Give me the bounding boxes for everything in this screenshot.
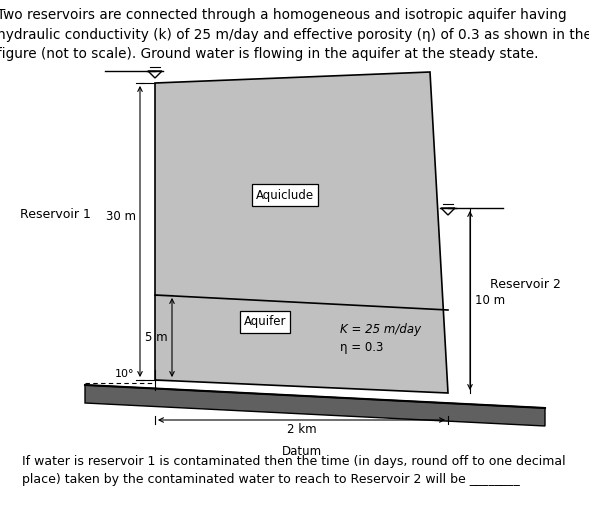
Text: 2 km: 2 km: [287, 423, 316, 436]
Polygon shape: [85, 385, 545, 426]
Text: Aquifer: Aquifer: [244, 315, 286, 329]
Text: 10 m: 10 m: [475, 294, 505, 307]
Text: K = 25 m/day: K = 25 m/day: [340, 323, 421, 337]
Text: 5 m: 5 m: [145, 331, 168, 344]
Text: η = 0.3: η = 0.3: [340, 341, 383, 355]
Text: If water is reservoir 1 is contaminated then the time (in days, round off to one: If water is reservoir 1 is contaminated …: [22, 455, 566, 486]
Text: 30 m: 30 m: [106, 210, 136, 223]
Text: Aquiclude: Aquiclude: [256, 189, 314, 201]
Polygon shape: [155, 72, 448, 393]
Text: Reservoir 2: Reservoir 2: [490, 278, 561, 291]
Text: Two reservoirs are connected through a homogeneous and isotropic aquifer having
: Two reservoirs are connected through a h…: [0, 8, 589, 61]
Text: 10°: 10°: [115, 369, 134, 379]
Text: Reservoir 1: Reservoir 1: [20, 208, 91, 221]
Text: Datum: Datum: [282, 445, 322, 458]
